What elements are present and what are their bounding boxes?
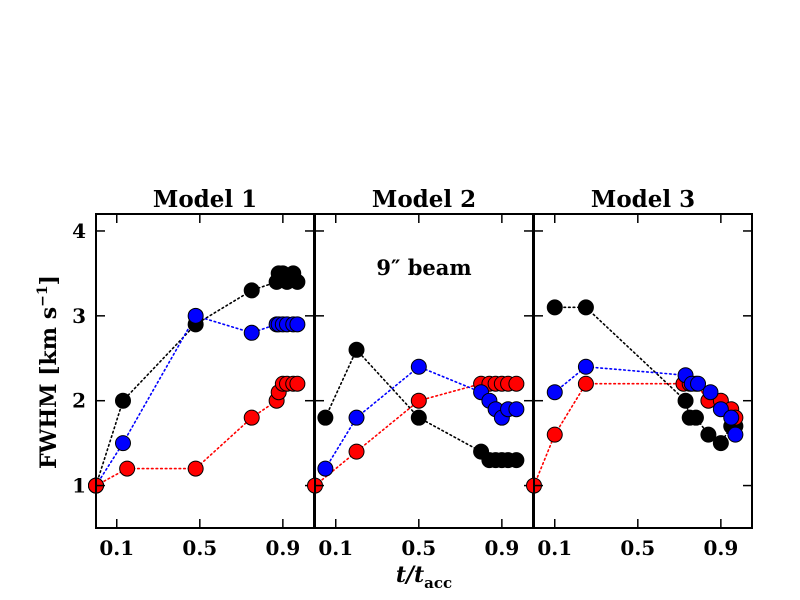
panel-model-1: Model 1 0.1 0.5 0.9 1 2 3 4 (72, 186, 315, 560)
data-point-blue (727, 426, 744, 443)
panel-title: Model 3 (591, 186, 695, 213)
data-point-red (508, 375, 525, 392)
data-point-blue (702, 384, 719, 401)
x-axis-label-sub: acc (424, 574, 452, 592)
y-tick-label: 2 (72, 389, 86, 413)
data-point-red (546, 426, 563, 443)
data-point-blue (546, 384, 563, 401)
x-axis-label: t/tacc (396, 562, 452, 592)
data-point-blue (243, 324, 260, 341)
data-point-black (577, 299, 594, 316)
data-point-black (508, 452, 525, 469)
data-point-red (348, 443, 365, 460)
data-point-black (410, 409, 427, 426)
data-point-red (119, 460, 136, 477)
panels-layer: Model 1 0.1 0.5 0.9 1 2 3 4 Model 2 9″ beam 0.1 0.5… (72, 186, 753, 560)
data-point-blue (410, 358, 427, 375)
data-point-blue (348, 409, 365, 426)
data-point-black (348, 341, 365, 358)
series-line-black (553, 306, 737, 445)
data-point-black (289, 273, 306, 290)
panel-annotation: 9″ beam (376, 255, 471, 280)
x-tick-label: 0.1 (318, 536, 353, 560)
panel-model-3: Model 3 0.1 0.5 0.9 (526, 186, 753, 560)
data-point-black (700, 426, 717, 443)
data-point-black (243, 282, 260, 299)
x-tick-label: 0.9 (484, 536, 519, 560)
panel-title: Model 2 (372, 186, 476, 213)
y-tick-label: 1 (72, 474, 86, 498)
data-point-black (546, 299, 563, 316)
data-point-blue (712, 401, 729, 418)
data-point-black (114, 392, 131, 409)
data-point-red (187, 460, 204, 477)
data-point-blue (508, 401, 525, 418)
data-point-blue (577, 358, 594, 375)
x-tick-label: 0.5 (401, 536, 436, 560)
data-point-blue (114, 435, 131, 452)
data-point-black (712, 435, 729, 452)
data-point-blue (187, 307, 204, 324)
x-tick-label: 0.1 (99, 536, 134, 560)
x-tick-label: 0.5 (620, 536, 655, 560)
panel-model-2: Model 2 9″ beam 0.1 0.5 0.9 (307, 186, 534, 560)
y-tick-label: 3 (72, 304, 86, 328)
panel-frame (95, 213, 315, 529)
data-point-blue (723, 409, 740, 426)
data-point-black (687, 409, 704, 426)
panel-frame (533, 213, 753, 529)
y-axis-label-main: FWHM [km s (36, 307, 62, 469)
data-point-black (317, 409, 334, 426)
data-point-red (410, 392, 427, 409)
data-point-blue (690, 375, 707, 392)
series-line-black (95, 271, 299, 487)
data-point-blue (289, 316, 306, 333)
y-axis-label-end: ] (36, 275, 62, 285)
x-tick-label: 0.5 (182, 536, 217, 560)
x-tick-label: 0.1 (537, 536, 572, 560)
data-point-red (243, 409, 260, 426)
y-tick-label: 4 (72, 219, 86, 243)
x-axis-label-main: t/t (396, 562, 424, 588)
y-axis-label-sup: −1 (35, 285, 51, 306)
data-point-blue (317, 460, 334, 477)
data-point-red (289, 375, 306, 392)
data-point-black (677, 392, 694, 409)
panel-title: Model 1 (153, 186, 257, 213)
x-tick-label: 0.9 (703, 536, 738, 560)
y-axis-label: FWHM [km s−1] (35, 275, 62, 469)
x-tick-label: 0.9 (265, 536, 300, 560)
data-point-red (577, 375, 594, 392)
